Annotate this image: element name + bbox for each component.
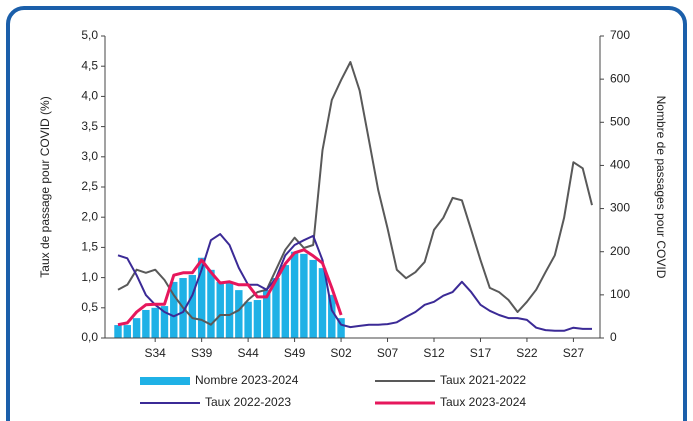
y-tick-label: 4,5 xyxy=(81,58,98,72)
bar xyxy=(197,257,206,338)
y-tick-label: 1,5 xyxy=(81,240,98,254)
bar xyxy=(188,275,197,338)
x-tick-label: S22 xyxy=(516,346,538,360)
bar xyxy=(253,300,262,338)
x-tick-label: S17 xyxy=(470,346,492,360)
bar xyxy=(151,307,159,338)
y-tick-label: 3,0 xyxy=(81,149,98,163)
legend-label: Taux 2022-2023 xyxy=(205,395,291,409)
bar xyxy=(160,306,169,338)
bar xyxy=(142,309,150,338)
line-series xyxy=(117,61,593,326)
x-tick-label: S02 xyxy=(330,346,352,360)
y-tick-label: 2,5 xyxy=(81,179,98,193)
y-tick-label: 2,0 xyxy=(81,209,98,223)
x-tick-label: S27 xyxy=(563,346,585,360)
line-series xyxy=(117,248,343,327)
line-series xyxy=(117,233,592,332)
bar xyxy=(207,269,215,338)
y2-tick-label: 500 xyxy=(610,114,630,128)
bar xyxy=(123,325,132,338)
x-tick-label: S34 xyxy=(144,346,166,360)
bar xyxy=(328,294,336,338)
bar xyxy=(290,251,299,338)
bar xyxy=(170,281,178,338)
y2-tick-label: 200 xyxy=(610,244,630,258)
bar xyxy=(216,281,224,338)
y-tick-label: 0,5 xyxy=(81,300,98,314)
y-tick-label: 1,0 xyxy=(81,270,98,284)
bar xyxy=(337,318,345,338)
x-tick-label: S12 xyxy=(423,346,445,360)
legend-swatch xyxy=(140,377,190,385)
y2-axis-title: Nombre de passages pour COVID xyxy=(654,96,668,279)
bar xyxy=(114,325,122,338)
bar xyxy=(272,278,280,338)
x-tick-label: S07 xyxy=(377,346,399,360)
bar xyxy=(235,290,243,338)
bar xyxy=(244,301,252,338)
bar xyxy=(300,253,308,338)
bar xyxy=(262,290,271,338)
y-tick-label: 4,0 xyxy=(81,89,98,103)
bar xyxy=(318,268,327,338)
x-tick-label: S44 xyxy=(237,346,259,360)
y2-tick-label: 300 xyxy=(610,201,630,215)
bar xyxy=(132,318,141,338)
y2-tick-label: 700 xyxy=(610,28,630,42)
x-tick-label: S49 xyxy=(284,346,306,360)
y-tick-label: 0,0 xyxy=(81,330,98,344)
x-tick-label: S39 xyxy=(191,346,213,360)
y2-tick-label: 400 xyxy=(610,158,630,172)
y2-tick-label: 600 xyxy=(610,71,630,85)
legend-label: Nombre 2023-2024 xyxy=(195,373,299,387)
bar xyxy=(225,281,234,338)
y2-tick-label: 0 xyxy=(610,330,617,344)
y-tick-label: 3,5 xyxy=(81,119,98,133)
legend-label: Taux 2021-2022 xyxy=(440,373,526,387)
bar xyxy=(281,265,290,338)
legend-label: Taux 2023-2024 xyxy=(440,395,526,409)
y2-tick-label: 100 xyxy=(610,287,630,301)
y-axis-title: Taux de passage pour COVID (%) xyxy=(38,96,52,277)
y-tick-label: 5,0 xyxy=(81,28,98,42)
bar xyxy=(309,259,317,338)
